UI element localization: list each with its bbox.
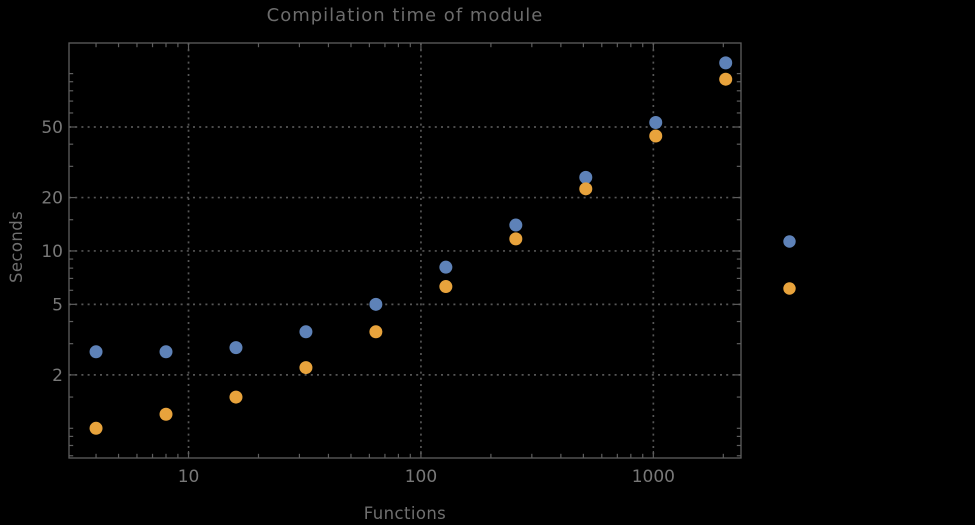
legend-marker-2	[783, 282, 796, 295]
legend-marker-1	[783, 235, 796, 248]
data-point-series-1-blue	[369, 297, 383, 311]
data-point-series-1-blue	[229, 341, 243, 355]
data-point-series-1-blue	[649, 116, 663, 130]
x-tick-label: 1000	[632, 467, 675, 487]
data-point-series-2-orange	[369, 325, 383, 339]
data-point-series-2-orange	[719, 72, 733, 86]
data-point-series-1-blue	[579, 170, 593, 184]
data-point-series-2-orange	[509, 232, 523, 246]
data-point-series-2-orange	[649, 129, 663, 143]
data-point-series-2-orange	[299, 361, 313, 375]
y-tick-label: 2	[52, 366, 63, 386]
y-tick-label: 10	[41, 242, 63, 262]
data-point-series-2-orange	[439, 280, 453, 294]
x-tick-label: 10	[178, 467, 200, 487]
data-point-series-1-blue	[439, 260, 453, 274]
data-point-series-2-orange	[579, 182, 593, 196]
chart-title: Compilation time of module	[266, 5, 544, 26]
y-tick-label: 5	[52, 295, 63, 315]
data-point-series-2-orange	[89, 421, 103, 435]
data-point-series-1-blue	[719, 56, 733, 70]
y-tick-label: 50	[41, 118, 63, 138]
data-point-series-1-blue	[299, 325, 313, 339]
x-axis-label: Functions	[363, 504, 447, 523]
y-tick-label: 20	[41, 189, 63, 209]
data-point-series-1-blue	[89, 345, 103, 359]
data-point-series-2-orange	[159, 407, 173, 421]
x-tick-label: 100	[405, 467, 437, 487]
data-point-series-2-orange	[229, 390, 243, 404]
data-point-series-1-blue	[509, 218, 523, 232]
y-axis-label: Seconds	[7, 210, 26, 283]
data-point-series-1-blue	[159, 345, 173, 359]
